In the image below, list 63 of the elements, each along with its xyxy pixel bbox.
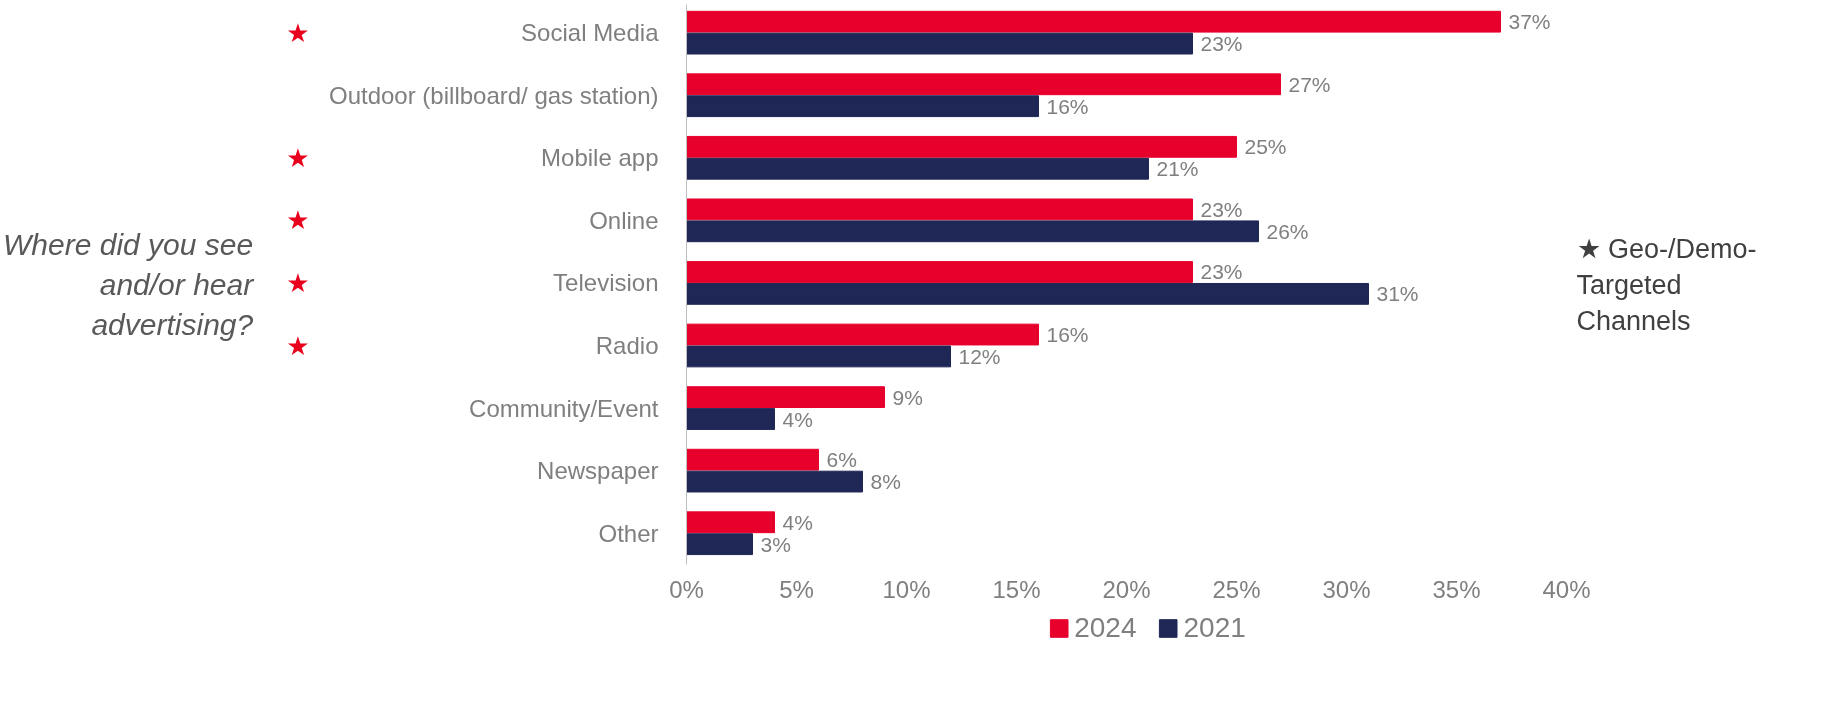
- x-tick-label: 40%: [1542, 575, 1591, 603]
- legend-label: 2024: [1074, 612, 1137, 644]
- data-label: 26%: [1266, 219, 1309, 243]
- text: ★ Geo-/Demo-Targeted Channels: [1576, 233, 1757, 336]
- text: Where did you see and/or hear advertising?: [3, 228, 255, 341]
- data-label: 31%: [1376, 282, 1419, 306]
- bar: [686, 470, 863, 493]
- bar: [686, 533, 753, 556]
- x-tick-label: 0%: [669, 575, 704, 603]
- legend-label: 2021: [1183, 612, 1246, 644]
- x-tick-label: 35%: [1432, 575, 1481, 603]
- bar: [686, 32, 1193, 55]
- data-label: 23%: [1200, 32, 1243, 56]
- bar: [686, 448, 819, 471]
- bar: [686, 157, 1149, 180]
- bar: [686, 73, 1281, 96]
- x-tick-label: 15%: [992, 575, 1041, 603]
- data-label: 16%: [1046, 94, 1089, 118]
- data-label: 9%: [892, 385, 923, 409]
- data-label: 12%: [958, 344, 1001, 368]
- data-label: 23%: [1200, 197, 1243, 221]
- bar: [686, 220, 1259, 243]
- bar: [686, 345, 951, 368]
- bar: [686, 323, 1039, 346]
- data-label: 23%: [1200, 260, 1243, 284]
- y-tick-label: Social Media: [521, 19, 660, 47]
- x-tick-label: 20%: [1102, 575, 1151, 603]
- text: ★: [286, 142, 310, 173]
- data-label: 25%: [1244, 135, 1287, 159]
- y-tick-label: Other: [598, 519, 659, 547]
- data-label: 6%: [826, 448, 857, 472]
- bar: [686, 95, 1039, 118]
- data-label: 21%: [1156, 157, 1199, 181]
- bar: [686, 282, 1369, 305]
- bar: [686, 408, 775, 430]
- text: ★: [286, 267, 310, 298]
- x-tick-label: 25%: [1212, 575, 1261, 603]
- text: ★: [286, 330, 310, 361]
- y-tick-label: Outdoor (billboard/ gas station): [328, 81, 659, 109]
- data-label: 4%: [782, 510, 813, 534]
- data-label: 4%: [782, 407, 813, 431]
- x-tick-label: 5%: [779, 575, 814, 603]
- data-label: 27%: [1288, 72, 1331, 96]
- x-tick-label: 10%: [882, 575, 931, 603]
- data-label: 16%: [1046, 323, 1089, 347]
- data-label: 3%: [760, 532, 791, 556]
- bar: [686, 198, 1193, 221]
- bar: [686, 135, 1237, 158]
- y-tick-label: Newspaper: [537, 457, 659, 485]
- data-label: 8%: [870, 470, 901, 494]
- bar: [686, 511, 775, 534]
- data-label: 37%: [1508, 10, 1551, 34]
- bar: [686, 261, 1193, 283]
- text: ★: [286, 205, 310, 236]
- bar: [686, 386, 885, 409]
- bar: [686, 10, 1501, 33]
- y-tick-label: Community/Event: [469, 394, 659, 422]
- y-tick-label: Online: [589, 206, 659, 234]
- text: ★: [286, 17, 310, 48]
- x-tick-label: 30%: [1322, 575, 1371, 603]
- y-tick-label: Television: [553, 269, 659, 297]
- y-tick-label: Mobile app: [541, 144, 659, 172]
- y-tick-label: Radio: [595, 332, 659, 360]
